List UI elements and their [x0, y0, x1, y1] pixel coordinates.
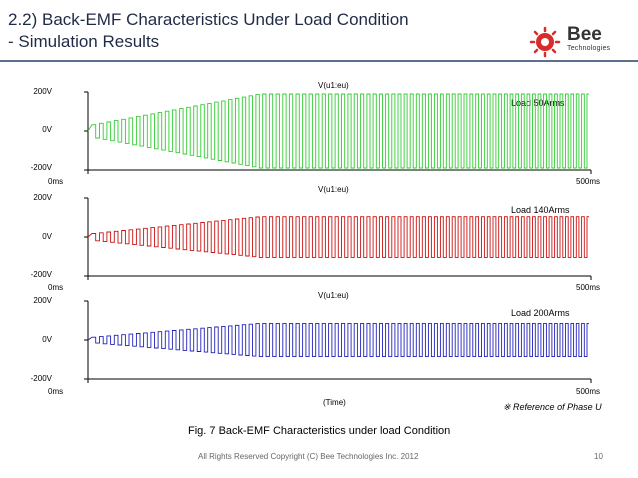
y-tick-top-2: 200V — [33, 193, 52, 202]
y-tick-bottom-3: -200V — [30, 374, 52, 383]
x-tick-end-2: 500ms — [576, 283, 601, 292]
y-tick-bottom-2: -200V — [30, 270, 52, 279]
y-tick-top-3: 200V — [33, 296, 52, 305]
figure-caption: Fig. 7 Back-EMF Characteristics under lo… — [188, 425, 451, 437]
y-tick-mid-3: 0V — [42, 335, 52, 344]
waveform-trace-1 — [87, 93, 589, 169]
y-tick-bottom-1: -200V — [30, 163, 52, 172]
x-tick-start-3: 0ms — [48, 387, 64, 396]
waveform-trace-3 — [87, 322, 589, 358]
waveform-trace-2 — [87, 216, 589, 258]
slide-title-line1: 2.2) Back-EMF Characteristics Under Load… — [8, 10, 409, 29]
page-number: 10 — [594, 452, 603, 461]
trace-title-2: V(u1:eu) — [318, 185, 349, 194]
bee-logo-icon — [529, 26, 561, 58]
company-logo: Bee Technologies — [527, 24, 627, 58]
title-divider — [0, 60, 638, 62]
x-tick-start-2: 0ms — [48, 283, 64, 292]
load-label-3: Load 200Arms — [511, 308, 570, 318]
x-tick-start-1: 0ms — [48, 177, 64, 186]
x-tick-end-3: 500ms — [576, 387, 601, 396]
x-tick-end-1: 500ms — [576, 177, 601, 186]
slide-title-line2: - Simulation Results — [8, 32, 160, 51]
logo-wordmark: Bee — [567, 24, 602, 45]
load-label-2: Load 140Arms — [511, 205, 570, 215]
plot-frame-2 — [84, 197, 592, 280]
reference-note: ※ Reference of Phase U — [503, 402, 602, 412]
y-tick-mid-2: 0V — [42, 232, 52, 241]
plot-frame-1 — [84, 91, 592, 174]
trace-title-3: V(u1:eu) — [318, 291, 349, 300]
logo-subtitle: Technologies — [567, 45, 611, 52]
y-tick-top-1: 200V — [33, 87, 52, 96]
trace-title-1: V(u1:eu) — [318, 81, 349, 90]
copyright-footer: All Rights Reserved Copyright (C) Bee Te… — [198, 452, 419, 461]
plot-frame-3 — [84, 300, 592, 383]
y-tick-mid-1: 0V — [42, 125, 52, 134]
x-axis-title: (Time) — [323, 398, 346, 407]
